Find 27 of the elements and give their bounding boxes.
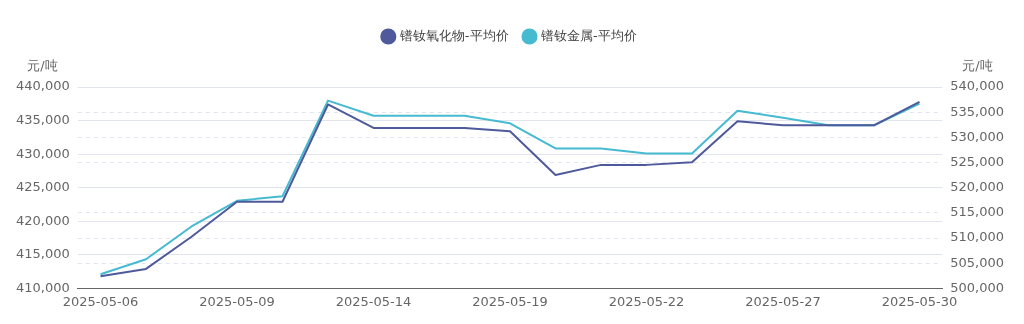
y2-axis-title: 元/吨 bbox=[962, 57, 993, 73]
y2-tick-label: 515,000 bbox=[950, 204, 1005, 220]
y-tick-label: 410,000 bbox=[15, 279, 70, 295]
y2-tick-label: 535,000 bbox=[950, 103, 1005, 119]
y-tick-label: 440,000 bbox=[15, 78, 70, 94]
y2-tick-label: 525,000 bbox=[950, 153, 1005, 169]
x-tick-label: 2025-05-19 bbox=[472, 293, 548, 309]
legend-label: 镨钕金属-平均价 bbox=[540, 27, 637, 43]
y2-tick-label: 530,000 bbox=[950, 128, 1005, 144]
y-tick-label: 425,000 bbox=[15, 179, 70, 195]
x-tick-label: 2025-05-06 bbox=[62, 293, 139, 309]
x-tick-label: 2025-05-09 bbox=[199, 293, 275, 309]
y2-tick-label: 510,000 bbox=[950, 229, 1005, 245]
y-tick-label: 435,000 bbox=[15, 111, 70, 127]
y-tick-label: 430,000 bbox=[15, 145, 70, 161]
y2-tick-label: 500,000 bbox=[950, 279, 1005, 295]
y2-tick-label: 540,000 bbox=[950, 78, 1005, 94]
y-tick-label: 420,000 bbox=[15, 212, 70, 228]
y-axis-title: 元/吨 bbox=[27, 57, 58, 73]
y2-tick-label: 505,000 bbox=[950, 254, 1005, 270]
x-tick-label: 2025-05-30 bbox=[881, 293, 958, 309]
y-tick-label: 415,000 bbox=[15, 246, 70, 262]
x-tick-label: 2025-05-27 bbox=[745, 293, 821, 309]
legend-label: 镨钕氧化物-平均价 bbox=[398, 27, 509, 43]
x-tick-label: 2025-05-14 bbox=[335, 293, 412, 309]
x-tick-label: 2025-05-22 bbox=[608, 293, 685, 309]
y2-tick-label: 520,000 bbox=[950, 179, 1005, 195]
